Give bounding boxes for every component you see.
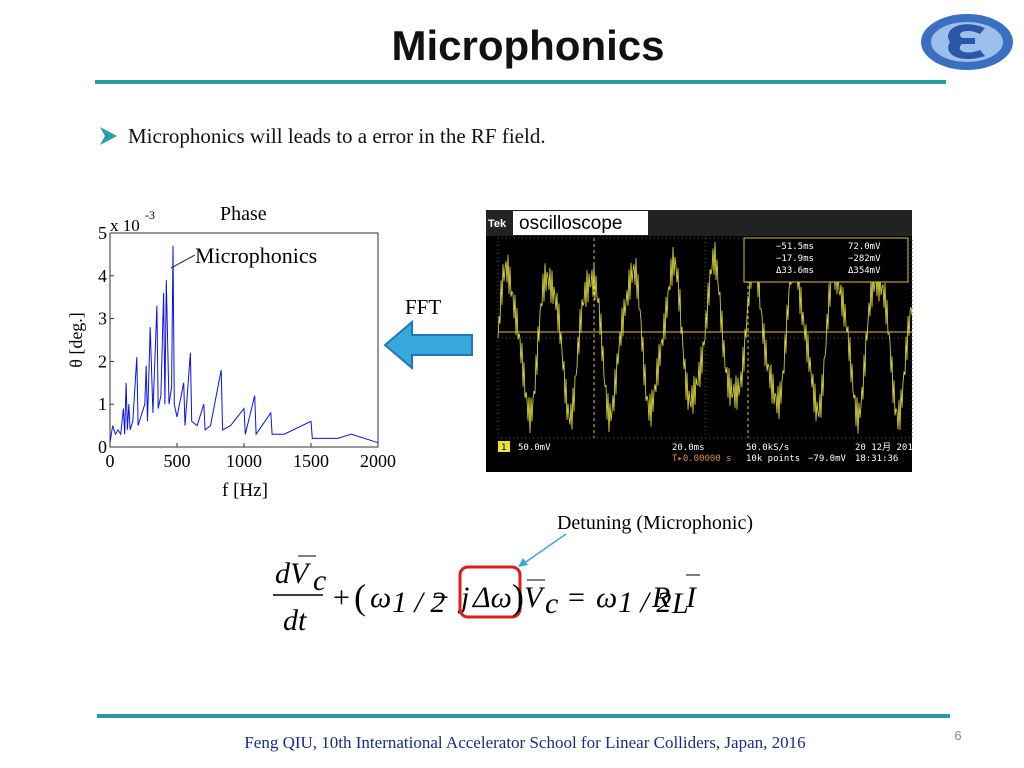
scope-sample-rate: 50.0kS/s <box>746 443 789 453</box>
eq-symbol: dV <box>275 557 312 590</box>
x-tick-label: 2000 <box>360 451 396 471</box>
fft-arrow <box>383 319 473 371</box>
scope-waveform <box>497 241 913 434</box>
x-tick-label: 0 <box>106 451 115 471</box>
slide-title: Microphonics <box>391 22 664 69</box>
y-tick-label: 0 <box>98 437 107 457</box>
eq-symbol: ) <box>512 577 524 617</box>
page-number: 6 <box>954 728 961 743</box>
eq-subscript: c <box>545 587 558 620</box>
y-axis-label: θ [deg.] <box>66 312 86 368</box>
eq-symbol: dt <box>283 604 307 637</box>
phase-plot: Phase x 10 -3 Microphonics θ [deg.] f [H… <box>66 203 396 501</box>
scope-readout-box <box>743 237 909 283</box>
eq-symbol: R <box>651 581 670 614</box>
y-tick-label: 4 <box>98 266 107 286</box>
x-tick-label: 500 <box>164 451 191 471</box>
detuning-label: Detuning (Microphonic) <box>557 512 753 534</box>
fft-label: FFT <box>405 295 441 319</box>
scope-date: 20 12月 2012 <box>855 442 918 453</box>
scope-scale: 50.0mV <box>518 443 551 453</box>
eq-subscript: 1 / 2 <box>392 586 445 619</box>
scope-trigger-level: −79.0mV <box>808 454 847 464</box>
annotation-pointer <box>170 254 196 269</box>
detuning-pointer <box>522 533 567 565</box>
eq-symbol: I <box>685 581 698 614</box>
logo <box>921 14 1013 70</box>
y-tick-label: 5 <box>98 223 107 243</box>
eq-symbol: Δω <box>472 581 512 614</box>
cursor-readout: −17.9ms <box>776 254 814 264</box>
eq-symbol: + <box>333 581 350 614</box>
detuning-pointer-head <box>518 558 528 567</box>
y-tick-label: 1 <box>98 394 107 414</box>
cursor-readout: −282mV <box>848 254 881 264</box>
footer-text: Feng QIU, 10th International Accelerator… <box>244 733 805 752</box>
eq-subscript: c <box>313 564 326 597</box>
eq-symbol: = <box>568 581 585 614</box>
eq-symbol: ω <box>370 581 391 614</box>
scope-brand: Tek <box>488 218 507 230</box>
eq-subscript: 1 / 2 <box>618 586 671 619</box>
spectrum-line <box>109 245 379 444</box>
y-tick-label: 3 <box>98 309 107 329</box>
scope-points: 10k points <box>746 454 800 464</box>
scope-title-box <box>513 211 648 235</box>
scope-time: 18:31:36 <box>855 454 898 464</box>
eq-symbol: − <box>432 581 449 614</box>
x-axis-label: f [Hz] <box>222 480 268 501</box>
scope-title: oscilloscope <box>519 213 623 234</box>
oscilloscope-screen: Tek oscilloscope −51.5ms 72.0mV −17.9ms … <box>486 210 918 472</box>
cursor-readout: −51.5ms <box>776 242 814 252</box>
bullet-marker <box>100 127 117 145</box>
y-exponent: -3 <box>145 208 155 222</box>
cursor-readout: Δ354mV <box>848 266 881 276</box>
bullet-text: Microphonics will leads to a error in th… <box>128 124 546 148</box>
y-multiplier: x 10 <box>110 216 140 235</box>
plot-title: Phase <box>220 203 267 225</box>
cursor-readout: Δ33.6ms <box>776 266 814 276</box>
scope-timebase: 20.0ms <box>672 443 705 453</box>
annotation: Microphonics <box>195 243 317 268</box>
eq-symbol: ω <box>596 581 617 614</box>
equation: dV c dt + ( ω 1 / 2 − j Δω ) V c = ω 1 /… <box>273 555 700 637</box>
cursor-readout: 72.0mV <box>848 242 881 252</box>
y-tick-label: 2 <box>98 351 107 371</box>
highlight-box <box>458 565 522 619</box>
eq-symbol: ( <box>354 577 366 617</box>
x-tick-label: 1500 <box>293 451 329 471</box>
scope-trigger-pos: T▸0.00000 s <box>672 454 732 464</box>
x-tick-label: 1000 <box>226 451 262 471</box>
eq-symbol: V <box>524 581 546 614</box>
eq-subscript: L <box>671 587 689 620</box>
channel-badge: 1 <box>501 443 506 453</box>
